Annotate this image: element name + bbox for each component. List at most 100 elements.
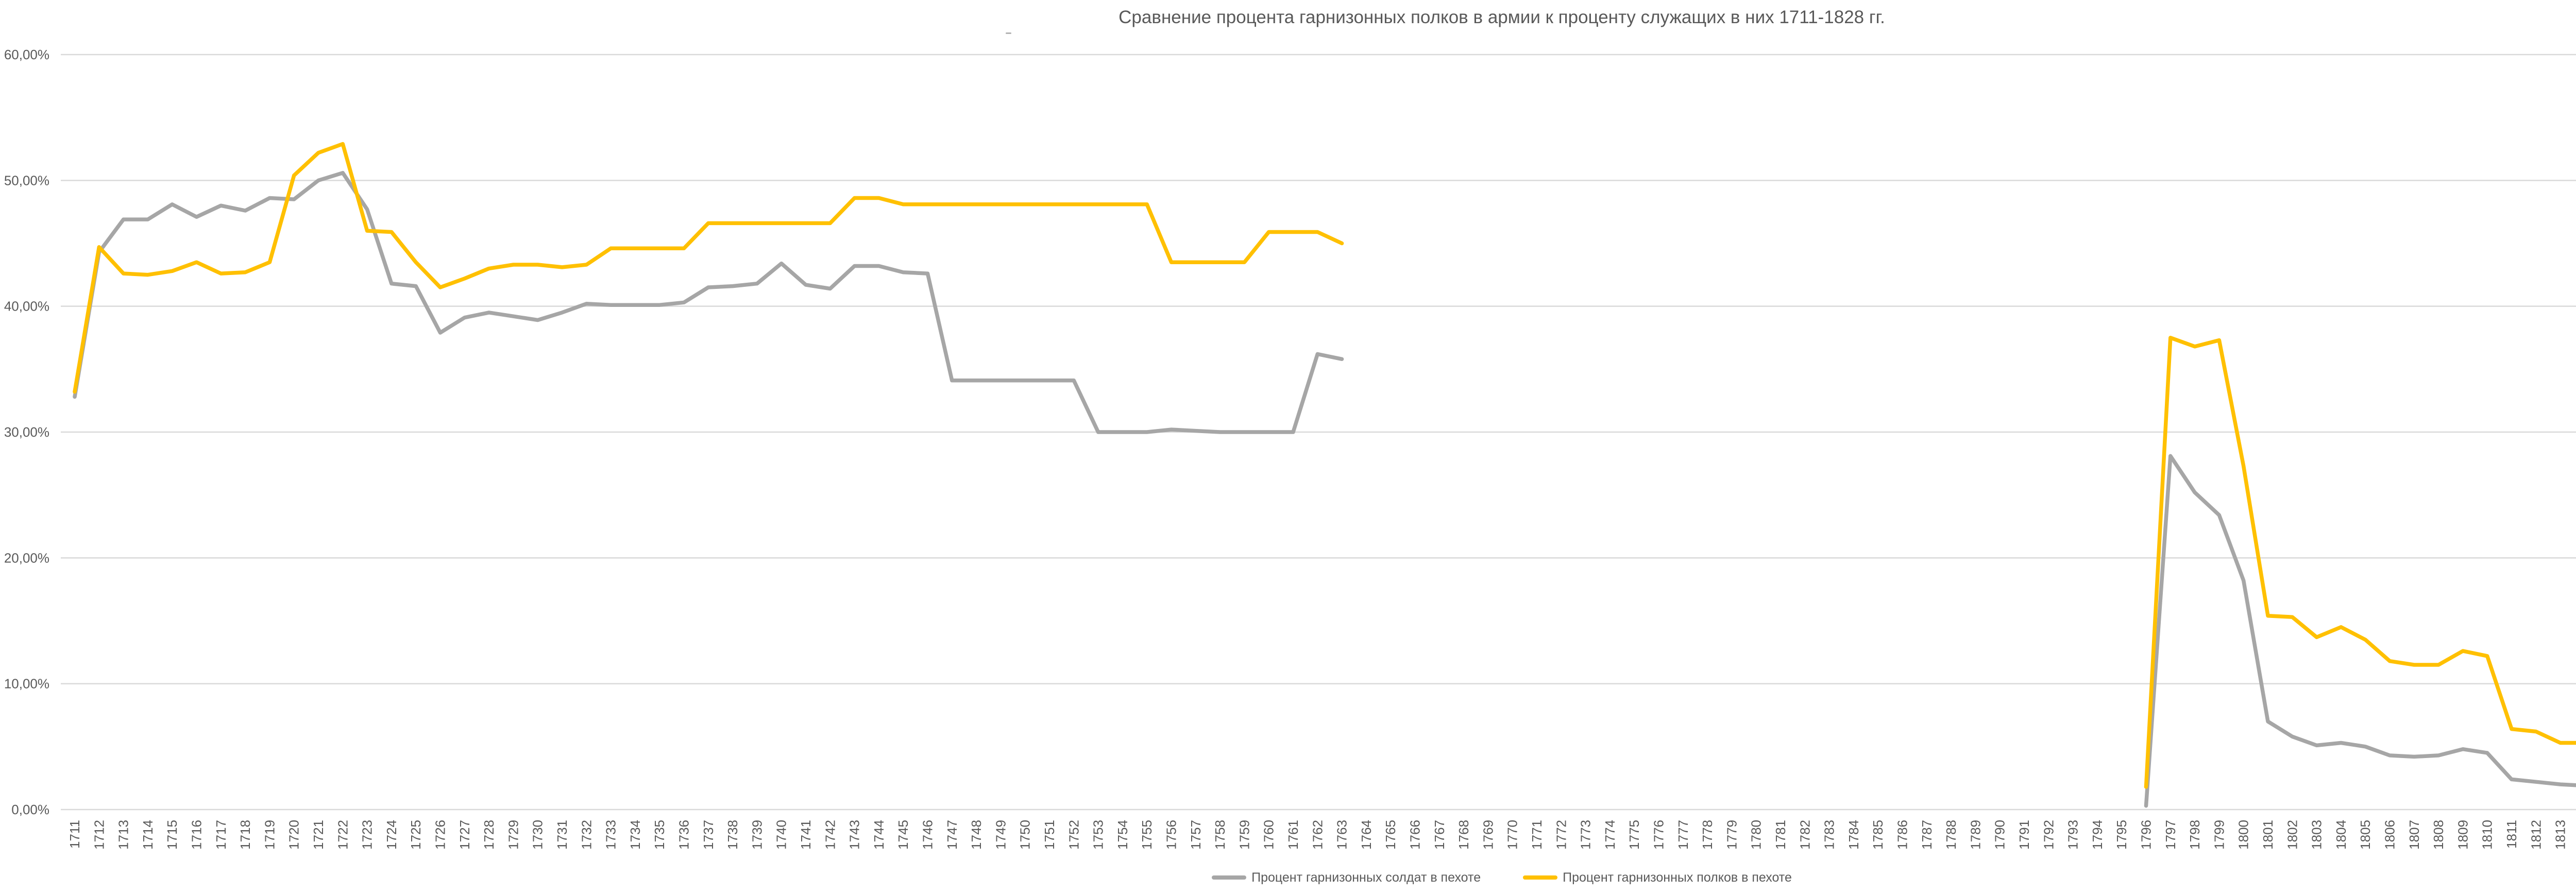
svg-text:1774: 1774 bbox=[1602, 820, 1618, 850]
svg-text:30,00%: 30,00% bbox=[4, 424, 49, 440]
svg-text:1770: 1770 bbox=[1505, 820, 1520, 850]
svg-text:1742: 1742 bbox=[822, 820, 838, 850]
svg-text:1717: 1717 bbox=[213, 820, 229, 850]
svg-text:1802: 1802 bbox=[2284, 820, 2300, 850]
svg-text:1714: 1714 bbox=[140, 820, 156, 850]
svg-text:0,00%: 0,00% bbox=[11, 802, 49, 817]
svg-text:1719: 1719 bbox=[262, 820, 277, 850]
gray-line-marker-icon bbox=[1212, 875, 1247, 880]
svg-text:1773: 1773 bbox=[1578, 820, 1594, 850]
svg-text:20,00%: 20,00% bbox=[4, 550, 49, 565]
svg-text:1712: 1712 bbox=[91, 820, 107, 850]
svg-text:1753: 1753 bbox=[1091, 820, 1106, 850]
svg-text:1734: 1734 bbox=[628, 820, 643, 850]
svg-text:1732: 1732 bbox=[579, 820, 594, 850]
svg-text:1788: 1788 bbox=[1943, 820, 1959, 850]
svg-text:1766: 1766 bbox=[1408, 820, 1423, 850]
svg-text:1733: 1733 bbox=[603, 820, 619, 850]
svg-text:1769: 1769 bbox=[1480, 820, 1496, 850]
gridlines bbox=[61, 54, 2576, 811]
svg-text:1799: 1799 bbox=[2211, 820, 2227, 850]
svg-text:1736: 1736 bbox=[676, 820, 692, 850]
svg-text:1800: 1800 bbox=[2236, 820, 2251, 850]
svg-text:1783: 1783 bbox=[1822, 820, 1837, 850]
svg-text:50,00%: 50,00% bbox=[4, 173, 49, 188]
svg-text:1798: 1798 bbox=[2187, 820, 2202, 850]
svg-text:1786: 1786 bbox=[1895, 820, 1910, 850]
svg-text:1791: 1791 bbox=[2016, 820, 2032, 850]
svg-text:1744: 1744 bbox=[871, 820, 887, 850]
svg-text:1768: 1768 bbox=[1456, 820, 1471, 850]
svg-text:1755: 1755 bbox=[1139, 820, 1155, 850]
svg-text:1787: 1787 bbox=[1919, 820, 1935, 850]
svg-text:1728: 1728 bbox=[481, 820, 497, 850]
svg-text:1741: 1741 bbox=[798, 820, 814, 850]
series-lines bbox=[73, 142, 2576, 808]
chart-legend: Процент гарнизонных солдат в пехоте Проц… bbox=[61, 866, 2576, 889]
svg-text:1735: 1735 bbox=[652, 820, 667, 850]
svg-text:1749: 1749 bbox=[993, 820, 1008, 850]
svg-text:1772: 1772 bbox=[1553, 820, 1569, 850]
svg-text:1793: 1793 bbox=[2065, 820, 2081, 850]
svg-text:60,00%: 60,00% bbox=[4, 47, 49, 62]
svg-text:1812: 1812 bbox=[2528, 820, 2544, 850]
svg-text:1777: 1777 bbox=[1675, 820, 1691, 850]
svg-text:1762: 1762 bbox=[1310, 820, 1325, 850]
garrison-soldiers-line bbox=[73, 170, 2576, 808]
svg-text:1756: 1756 bbox=[1164, 820, 1179, 850]
svg-text:1789: 1789 bbox=[1968, 820, 1983, 850]
svg-text:1757: 1757 bbox=[1188, 820, 1204, 850]
svg-text:1794: 1794 bbox=[2090, 820, 2105, 850]
svg-text:1809: 1809 bbox=[2455, 820, 2470, 850]
svg-text:1746: 1746 bbox=[920, 820, 936, 850]
svg-text:1730: 1730 bbox=[530, 820, 546, 850]
svg-text:1721: 1721 bbox=[311, 820, 326, 850]
svg-text:40,00%: 40,00% bbox=[4, 299, 49, 314]
svg-text:1780: 1780 bbox=[1749, 820, 1764, 850]
svg-text:1737: 1737 bbox=[701, 820, 716, 850]
svg-text:1747: 1747 bbox=[944, 820, 960, 850]
svg-text:1743: 1743 bbox=[847, 820, 862, 850]
svg-text:1711: 1711 bbox=[67, 820, 82, 849]
svg-text:1803: 1803 bbox=[2309, 820, 2325, 850]
svg-text:1775: 1775 bbox=[1626, 820, 1642, 850]
svg-text:1765: 1765 bbox=[1383, 820, 1398, 850]
svg-text:1763: 1763 bbox=[1334, 820, 1350, 850]
svg-text:1797: 1797 bbox=[2163, 820, 2178, 850]
svg-text:1723: 1723 bbox=[360, 820, 375, 850]
svg-text:1758: 1758 bbox=[1212, 820, 1228, 850]
svg-text:1716: 1716 bbox=[189, 820, 205, 850]
svg-text:1750: 1750 bbox=[1018, 820, 1033, 850]
svg-text:1759: 1759 bbox=[1236, 820, 1252, 850]
svg-text:1740: 1740 bbox=[774, 820, 789, 850]
y-axis-labels: 0,00% 10,00% 20,00% 30,00% 40,00% 50,00% 60,00… bbox=[4, 47, 49, 817]
svg-text:1760: 1760 bbox=[1261, 820, 1277, 850]
svg-text:10,00%: 10,00% bbox=[4, 676, 49, 692]
legend-item-soldiers: Процент гарнизонных солдат в пехоте bbox=[1212, 870, 1481, 885]
svg-text:1720: 1720 bbox=[286, 820, 302, 850]
x-axis-labels: 1711 1712 1713 1714 1715 1716 1717 1718 1719 1720… bbox=[67, 820, 2568, 850]
svg-text:1731: 1731 bbox=[554, 820, 570, 850]
svg-text:1722: 1722 bbox=[335, 820, 350, 850]
svg-text:1790: 1790 bbox=[1992, 820, 2008, 850]
svg-text:1778: 1778 bbox=[1700, 820, 1715, 850]
svg-text:1771: 1771 bbox=[1529, 820, 1545, 850]
yellow-line-marker-icon bbox=[1523, 875, 1558, 880]
svg-text:1745: 1745 bbox=[895, 820, 911, 850]
garrison-regiments-line bbox=[73, 142, 2576, 789]
legend-label-soldiers: Процент гарнизонных солдат в пехоте bbox=[1251, 870, 1481, 885]
svg-text:1725: 1725 bbox=[408, 820, 423, 850]
chart-title: Сравнение процента гарнизонных полков в … bbox=[1118, 7, 1885, 27]
svg-text:1726: 1726 bbox=[433, 820, 448, 850]
svg-text:1776: 1776 bbox=[1651, 820, 1667, 850]
svg-text:1764: 1764 bbox=[1359, 820, 1374, 850]
svg-text:1784: 1784 bbox=[1846, 820, 1861, 850]
svg-text:1751: 1751 bbox=[1042, 820, 1057, 850]
legend-label-regiments: Процент гарнизонных полков в пехоте bbox=[1563, 870, 1792, 885]
svg-text:1767: 1767 bbox=[1432, 820, 1447, 850]
svg-text:1715: 1715 bbox=[164, 820, 180, 850]
svg-text:1807: 1807 bbox=[2406, 820, 2422, 850]
legend-item-regiments: Процент гарнизонных полков в пехоте bbox=[1523, 870, 1792, 885]
